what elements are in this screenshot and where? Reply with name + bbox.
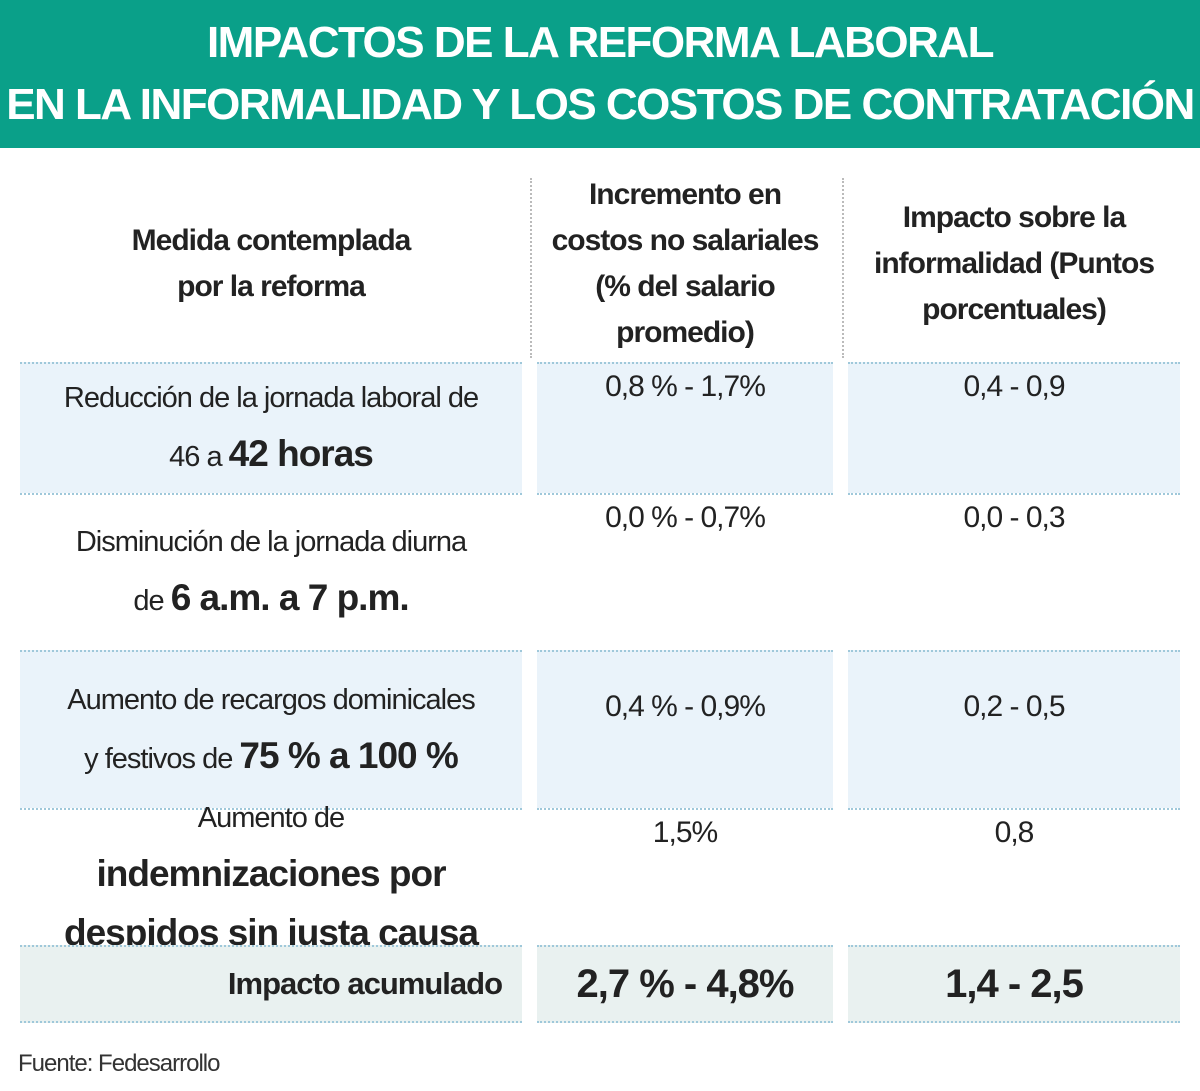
- cost-value: 1,5%: [652, 816, 718, 849]
- total-cost: 2,7 % - 4,8%: [576, 961, 794, 1006]
- measure-emphasis: indemnizaciones por despidos sin justa c…: [64, 852, 479, 953]
- column-header: Medida contemplada por la reforma: [131, 224, 412, 303]
- row-background: [848, 493, 1180, 650]
- total-label: Impacto acumulado: [227, 966, 503, 1001]
- row-background: [20, 945, 522, 1023]
- title: IMPACTOS DE LA REFORMA LABORAL: [206, 18, 995, 67]
- cost-value: 0,4 % - 0,9%: [605, 690, 766, 723]
- measure: Reducción de la jornada laboral de 46 a …: [20, 362, 522, 493]
- informality-value: 0,8: [994, 816, 1035, 849]
- cost-value: 0,8 % - 1,7%: [605, 370, 766, 403]
- title-band: [0, 0, 1200, 148]
- measure-text: Reducción de la jornada laboral de 46 a …: [60, 370, 482, 485]
- row-background: [20, 650, 522, 808]
- measure-text: Disminución de la jornada diurna de: [75, 526, 467, 617]
- title: EN LA INFORMALIDAD Y LOS COSTOS DE CONTR…: [6, 80, 1195, 129]
- measure-emphasis: 6 a.m. a 7 p.m.: [170, 577, 410, 618]
- column-header: Incremento en costos no salariales (% de…: [551, 178, 820, 349]
- measure: Aumento de recargos dominicales y festiv…: [20, 650, 522, 808]
- cost-value: 0,0 % - 0,7%: [605, 501, 766, 534]
- measure-text: Aumento de recargos dominicales y festiv…: [60, 672, 482, 787]
- measure-text: Disminución de la jornada diurna de 6 a.…: [60, 514, 482, 629]
- row-background: [848, 362, 1180, 493]
- informality-value: 0,2 - 0,5: [963, 690, 1065, 723]
- row-background: [537, 650, 833, 808]
- measure: Aumento de indemnizaciones por despidos …: [20, 802, 522, 953]
- measure-emphasis: 75 % a 100 %: [239, 734, 458, 776]
- measure-text: Aumento de: [197, 801, 345, 834]
- row-background: [537, 808, 833, 945]
- row-background: [20, 362, 522, 493]
- column-header: Impacto sobre la informalidad (Puntos po…: [874, 201, 1155, 326]
- row-background: [20, 493, 522, 650]
- row-background: [848, 945, 1180, 1023]
- row-background: [537, 362, 833, 493]
- informality-value: 0,0 - 0,3: [963, 501, 1065, 534]
- measure-emphasis: 42 horas: [228, 433, 374, 474]
- row-background: [537, 493, 833, 650]
- row-background: [20, 808, 522, 945]
- measure-text: Aumento de recargos dominicales y festiv…: [67, 683, 475, 775]
- source: Fuente: Fedesarrollo: [18, 1050, 220, 1077]
- column-divider: [530, 178, 532, 358]
- row-background: [537, 945, 833, 1023]
- measure: Disminución de la jornada diurna de 6 a.…: [20, 493, 522, 650]
- informality-value: 0,4 - 0,9: [963, 370, 1065, 403]
- row-background: [848, 650, 1180, 808]
- total-informality: 1,4 - 2,5: [945, 961, 1084, 1006]
- row-background: [848, 808, 1180, 945]
- column-divider: [842, 178, 844, 358]
- measure-text: Reducción de la jornada laboral de 46 a: [63, 382, 479, 473]
- measure-text: Aumento de indemnizaciones por despidos …: [60, 790, 482, 964]
